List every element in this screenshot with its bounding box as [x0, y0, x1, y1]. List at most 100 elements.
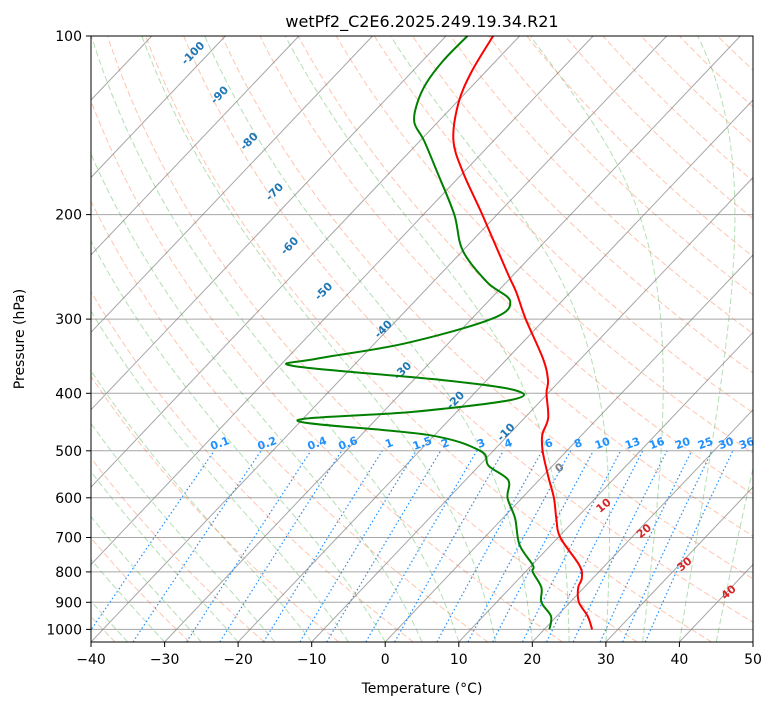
dry-adiabat [91, 537, 190, 642]
mixing-ratio-line [467, 450, 572, 642]
mixing-ratio-label: 3 [475, 436, 487, 451]
mixing-ratio-line [91, 450, 215, 631]
mixing-ratio-line [599, 450, 693, 642]
pressure-gridlines [91, 36, 753, 630]
dewpoint-trace [285, 36, 553, 630]
mixing-ratio-label: 36 [737, 435, 756, 453]
mixing-ratio-label: 30 [717, 435, 736, 453]
y-tick-label: 500 [55, 444, 82, 460]
dry-adiabat [335, 36, 753, 454]
y-tick-label: 100 [55, 29, 82, 45]
plot-area: -100-90-80-70-60-50-40-30-20-100.1 0.2 0.4… [91, 36, 756, 642]
moist-adiabat [91, 515, 202, 642]
x-tick-label: 20 [523, 652, 541, 668]
mixing-ratio-label: 2 [439, 436, 451, 451]
dry-adiabat [91, 99, 563, 642]
isotherm [91, 36, 300, 256]
dry-adiabat [91, 290, 414, 642]
y-tick-label: 800 [55, 565, 82, 581]
y-tick-label: 1000 [46, 622, 82, 638]
moist-adiabat [284, 36, 570, 642]
mixing-ratio-line [644, 450, 734, 642]
mixing-ratio-line [394, 450, 504, 642]
mixing-ratio-line [326, 450, 442, 642]
moist-adiabat [91, 470, 239, 642]
mixing-ratio-label: 1.5 [411, 434, 434, 453]
moist-adiabat [204, 36, 533, 642]
mixing-ratio-label: 6 [543, 436, 555, 451]
y-axis: 1000 900 800 700 600 500 400 300 200 100 [46, 29, 91, 638]
y-tick-label: 300 [55, 312, 82, 328]
dry-adiabat [183, 36, 753, 623]
moist-adiabat [91, 152, 423, 642]
mixing-ratio-label: 0.1 [209, 434, 232, 453]
mixing-ratio-label: 16 [647, 435, 666, 453]
y-tick-label: 400 [55, 386, 82, 402]
moist-adiabat [141, 36, 497, 642]
dry-adiabats [91, 36, 753, 642]
mixing-ratio-label: 8 [572, 436, 584, 451]
mixing-ratio-line [572, 450, 668, 642]
moist-adiabat [91, 240, 386, 642]
moist-adiabat [91, 558, 165, 642]
isotherm [91, 36, 520, 488]
moist-adiabat [91, 422, 276, 642]
dry-adiabat [259, 36, 753, 537]
mixing-ratio-line [299, 450, 417, 642]
mixing-ratio-label: 20 [673, 435, 692, 453]
x-axis-label: Temperature (°C) [361, 681, 483, 697]
isotherms [91, 36, 753, 642]
y-tick-label: 200 [55, 208, 82, 224]
mixing-ratio-label: 0.6 [337, 434, 360, 453]
isotherm [605, 486, 753, 642]
mixing-ratio-label: 13 [623, 435, 642, 452]
isotherm [91, 36, 373, 334]
mixing-ratio-label: 25 [696, 435, 715, 452]
temperature-trace [452, 36, 594, 630]
x-tick-label: −10 [297, 652, 327, 668]
x-tick-label: 0 [381, 652, 390, 668]
isotherm [164, 36, 741, 642]
plot-frame [90, 35, 754, 643]
dry-adiabat [373, 36, 753, 414]
isotherm [531, 408, 753, 642]
dry-adiabat [450, 36, 753, 335]
dry-adiabat [564, 36, 753, 220]
mixing-ratio-line [436, 450, 543, 642]
mixing-ratio-label: 10 [593, 435, 612, 453]
moist-adiabat [715, 466, 753, 642]
isotherm [458, 331, 753, 642]
isotherm [237, 99, 753, 642]
y-tick-label: 900 [55, 595, 82, 611]
mixing-ratio-label: 4 [502, 436, 514, 451]
isotherm [311, 176, 753, 642]
x-tick-label: 30 [597, 652, 615, 668]
isotherm [91, 36, 226, 179]
isotherm [384, 254, 753, 642]
x-tick-label: −40 [76, 652, 106, 668]
x-tick-label: −30 [150, 652, 180, 668]
chart-title: wetPf2_C2E6.2025.249.19.34.R21 [285, 12, 558, 32]
mixing-ratio-line [219, 450, 343, 642]
y-tick-label: 700 [55, 531, 82, 547]
isotherm [91, 36, 594, 566]
moist-adiabat [91, 310, 349, 642]
moist-adiabat [91, 36, 460, 642]
mixing-ratio-line [262, 450, 383, 642]
x-tick-label: 10 [450, 652, 468, 668]
dry-adiabat [145, 36, 712, 642]
dry-adiabat [488, 36, 753, 296]
sounding-traces [285, 36, 594, 630]
y-axis-label: Pressure (hPa) [12, 289, 28, 389]
dry-adiabat [297, 36, 753, 495]
mixing-ratio-label: 1 [383, 436, 395, 451]
x-tick-label: 40 [670, 652, 688, 668]
moist-adiabat [390, 36, 610, 642]
x-tick-label: −20 [223, 652, 253, 668]
dry-adiabat [107, 36, 638, 642]
mixing-ratio-line [622, 450, 713, 642]
mixing-ratio-lines [91, 450, 734, 642]
isotherm [91, 36, 668, 642]
dry-adiabat [91, 457, 265, 642]
